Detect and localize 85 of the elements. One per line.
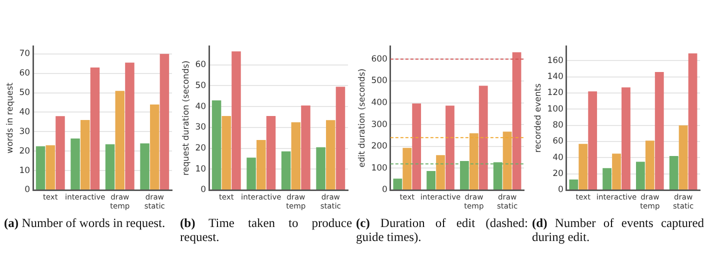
y-tick-label: 10 [19, 166, 30, 176]
bar [222, 116, 232, 190]
bar [578, 144, 588, 190]
bar [512, 52, 522, 190]
y-tick-label: 10 [195, 164, 206, 174]
y-tick-label: 40 [19, 107, 30, 118]
bar [402, 148, 412, 190]
y-tick-label: 20 [195, 143, 206, 154]
bar [478, 86, 488, 190]
y-tick-label: 30 [195, 122, 206, 133]
y-axis-title: words in request [5, 82, 16, 154]
bar [326, 120, 336, 190]
y-tick-label: 20 [552, 169, 564, 180]
bar [654, 72, 664, 190]
bar [645, 140, 654, 190]
text: (a) Number of words in request. [4, 216, 166, 230]
y-tick-label: 20 [19, 146, 30, 156]
y-tick-label: 100 [547, 104, 564, 114]
text: (c) Duration of edit (dashed: guide times). [356, 216, 528, 244]
bar [70, 138, 80, 190]
y-tick-label: 500 [371, 76, 388, 86]
y-tick-label: 50 [19, 88, 30, 98]
y-tick-label: 60 [195, 60, 206, 70]
bar [36, 146, 46, 190]
y-tick-label: 140 [547, 72, 564, 82]
bar [281, 151, 291, 190]
bar [612, 154, 621, 190]
bar [125, 62, 134, 190]
bar [602, 168, 612, 190]
bar [636, 162, 645, 190]
y-axis-title: recorded events [533, 82, 544, 153]
bar [446, 106, 454, 190]
y-axis-title: edit duration (seconds) [357, 68, 368, 168]
y-tick-label: 160 [547, 56, 564, 66]
y-tick-label: 60 [552, 136, 564, 147]
y-tick-label: 120 [547, 88, 564, 98]
y-tick-label: 0 [24, 185, 30, 196]
bar [678, 125, 688, 190]
y-tick-label: 600 [371, 54, 388, 64]
bar [56, 116, 65, 190]
bar [426, 171, 436, 190]
bar [105, 144, 115, 190]
bar [502, 132, 512, 190]
bar [246, 158, 256, 190]
bar [46, 145, 56, 190]
bar [150, 104, 160, 190]
text: (b) Time taken to produce request. [180, 216, 352, 244]
bar [688, 53, 698, 190]
bar [316, 147, 326, 190]
bar [588, 91, 598, 190]
bar [115, 90, 125, 190]
bar [336, 86, 346, 190]
bar [140, 143, 150, 190]
bar [469, 133, 478, 190]
y-tick-label: 40 [195, 102, 206, 112]
bar [622, 87, 630, 190]
bar [301, 106, 310, 190]
bar [569, 179, 578, 190]
bar [412, 103, 422, 190]
y-tick-label: 300 [371, 120, 388, 130]
y-tick-label: 30 [19, 126, 30, 137]
bar [393, 178, 402, 190]
bar [90, 67, 100, 190]
bar [212, 100, 222, 190]
bar [80, 120, 90, 190]
y-tick-label: 40 [552, 152, 564, 163]
y-tick-label: 60 [19, 68, 30, 79]
y-tick-label: 80 [552, 120, 564, 131]
bar [436, 155, 445, 190]
y-tick-label: 70 [19, 49, 30, 60]
y-tick-label: 0 [200, 185, 206, 196]
bar [256, 140, 266, 190]
y-tick-label: 0 [382, 185, 388, 196]
bar [291, 122, 301, 190]
y-tick-label: 200 [371, 142, 388, 152]
text: (d) Number of events captured during edit. [532, 216, 704, 244]
y-axis-title: request duration (seconds) [181, 60, 192, 176]
y-tick-label: 0 [558, 185, 564, 196]
bar [160, 54, 170, 190]
y-tick-label: 50 [195, 80, 206, 91]
bar [266, 116, 276, 190]
y-tick-label: 400 [371, 98, 388, 108]
y-tick-label: 100 [371, 163, 388, 174]
bar [232, 51, 241, 190]
bar [669, 156, 678, 190]
